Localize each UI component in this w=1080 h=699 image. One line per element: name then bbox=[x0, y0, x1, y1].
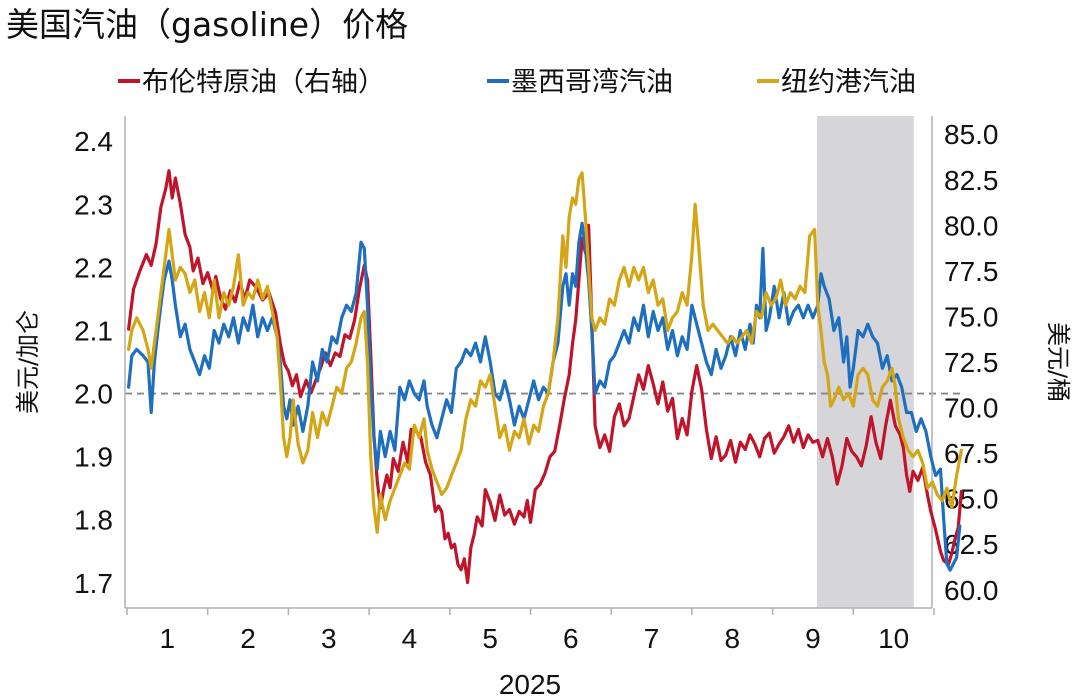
x-tick-label: 1 bbox=[160, 623, 176, 654]
legend-label-2: 墨西哥湾汽油 bbox=[511, 67, 673, 98]
x-tick-label: 3 bbox=[321, 623, 337, 654]
x-tick-label: 6 bbox=[563, 623, 579, 654]
chart-title: 美国汽油（gasoline）价格 bbox=[6, 5, 408, 44]
y-right-tick-label: 72.5 bbox=[944, 347, 999, 378]
legend-label-3: 纽约港汽油 bbox=[781, 67, 916, 98]
y-left-tick-label: 2.3 bbox=[74, 189, 113, 220]
y-right-tick-label: 60.0 bbox=[944, 575, 999, 606]
x-tick-label: 8 bbox=[724, 623, 740, 654]
series-line-3 bbox=[127, 171, 963, 534]
y-left-tick-label: 2.1 bbox=[74, 315, 113, 346]
axis-ticks: 1.71.81.92.02.12.22.32.460.062.565.067.5… bbox=[74, 119, 998, 654]
y-axis-left-title: 美元/加仑 bbox=[14, 310, 42, 414]
shaded-region bbox=[816, 116, 914, 608]
y-right-tick-label: 67.5 bbox=[944, 438, 999, 469]
y-right-tick-label: 80.0 bbox=[944, 210, 999, 241]
y-right-tick-label: 70.0 bbox=[944, 393, 999, 424]
series-lines bbox=[127, 169, 963, 585]
y-right-tick-label: 75.0 bbox=[944, 301, 999, 332]
series-line-1 bbox=[127, 169, 963, 585]
y-left-tick-label: 2.4 bbox=[74, 126, 113, 157]
y-left-tick-label: 1.9 bbox=[74, 442, 113, 473]
y-left-tick-label: 2.2 bbox=[74, 252, 113, 283]
legend-label-1: 布伦特原油（右轴） bbox=[142, 67, 385, 98]
y-axis-right-title: 美元/桶 bbox=[1044, 322, 1072, 402]
legend: 布伦特原油（右轴） 墨西哥湾汽油 纽约港汽油 bbox=[118, 67, 916, 98]
x-axis-title: 2025 bbox=[499, 669, 561, 699]
y-right-tick-label: 82.5 bbox=[944, 165, 999, 196]
x-tick-label: 4 bbox=[402, 623, 418, 654]
y-left-tick-label: 1.7 bbox=[74, 568, 113, 599]
y-left-tick-label: 2.0 bbox=[74, 379, 113, 410]
x-tick-label: 9 bbox=[805, 623, 821, 654]
x-tick-label: 5 bbox=[482, 623, 498, 654]
y-right-tick-label: 77.5 bbox=[944, 256, 999, 287]
x-tick-label: 10 bbox=[878, 623, 909, 654]
y-right-tick-label: 85.0 bbox=[944, 119, 999, 150]
x-tick-label: 7 bbox=[644, 623, 660, 654]
y-left-tick-label: 1.8 bbox=[74, 505, 113, 536]
x-tick-label: 2 bbox=[240, 623, 256, 654]
